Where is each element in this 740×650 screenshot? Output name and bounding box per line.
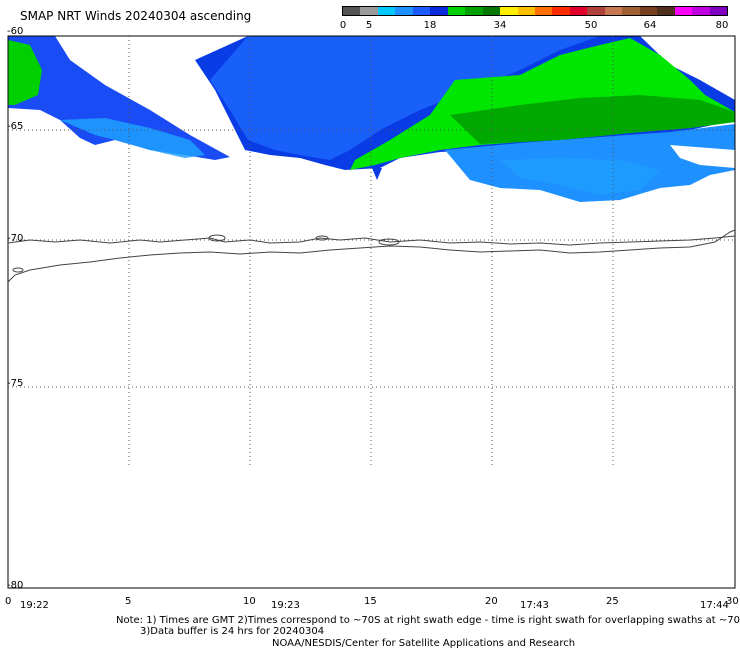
note-line: Note: 1) Times are GMT 2)Times correspon…: [116, 615, 740, 626]
colorbar-label: 34: [493, 20, 507, 31]
wind-swath-center: [195, 36, 735, 202]
map-title: SMAP NRT Winds 20240304 ascending: [20, 9, 252, 23]
wind-speed-colorbar: [342, 6, 728, 16]
colorbar-segment: [534, 7, 553, 15]
lon-label: 0: [5, 596, 12, 607]
colorbar-label: 64: [643, 20, 657, 31]
lat-label: -80: [7, 580, 24, 591]
lon-label: 15: [364, 596, 377, 607]
colorbar-segment: [639, 7, 658, 15]
colorbar-segment: [604, 7, 623, 15]
lon-label: 10: [243, 596, 256, 607]
lon-label: 5: [125, 596, 132, 607]
colorbar-segment: [377, 7, 396, 15]
pass-time: 19:22: [20, 600, 49, 611]
colorbar-segment: [500, 7, 518, 15]
colorbar-label: 80: [715, 20, 729, 31]
note-line: 3)Data buffer is 24 hrs for 20240304: [140, 626, 325, 637]
colorbar-segment: [482, 7, 501, 15]
colorbar-segment: [622, 7, 640, 15]
lon-label: 30: [726, 596, 739, 607]
colorbar-segment: [709, 7, 727, 15]
credit-line: NOAA/NESDIS/Center for Satellite Applica…: [272, 638, 576, 649]
colorbar-segment: [692, 7, 710, 15]
lat-label: -70: [7, 233, 24, 244]
colorbar-segment: [552, 7, 570, 15]
pass-time: 17:44: [700, 600, 729, 611]
colorbar-segment: [430, 7, 448, 15]
lon-label: 20: [485, 596, 498, 607]
colorbar-segment: [517, 7, 535, 15]
coastline: [7, 229, 736, 283]
colorbar-segment: [587, 7, 605, 15]
colorbar-segment: [447, 7, 466, 15]
wind-swath-left: [8, 36, 230, 160]
colorbar-label: 0: [339, 20, 347, 31]
colorbar-segment: [569, 7, 588, 15]
colorbar-segment: [674, 7, 693, 15]
lat-label: -60: [7, 26, 24, 37]
pass-time: 19:23: [271, 600, 300, 611]
colorbar-segment: [343, 7, 361, 15]
lat-label: -75: [7, 378, 24, 389]
colorbar-segment: [465, 7, 483, 15]
colorbar-segment: [360, 7, 378, 15]
colorbar-label: 18: [423, 20, 437, 31]
colorbar-label: 50: [584, 20, 598, 31]
pass-time: 17:43: [520, 600, 549, 611]
colorbar-label: 5: [365, 20, 373, 31]
colorbar-segment: [657, 7, 675, 15]
lon-label: 25: [606, 596, 619, 607]
lat-label: -65: [7, 121, 24, 132]
colorbar-segment: [412, 7, 431, 15]
colorbar-segment: [395, 7, 413, 15]
